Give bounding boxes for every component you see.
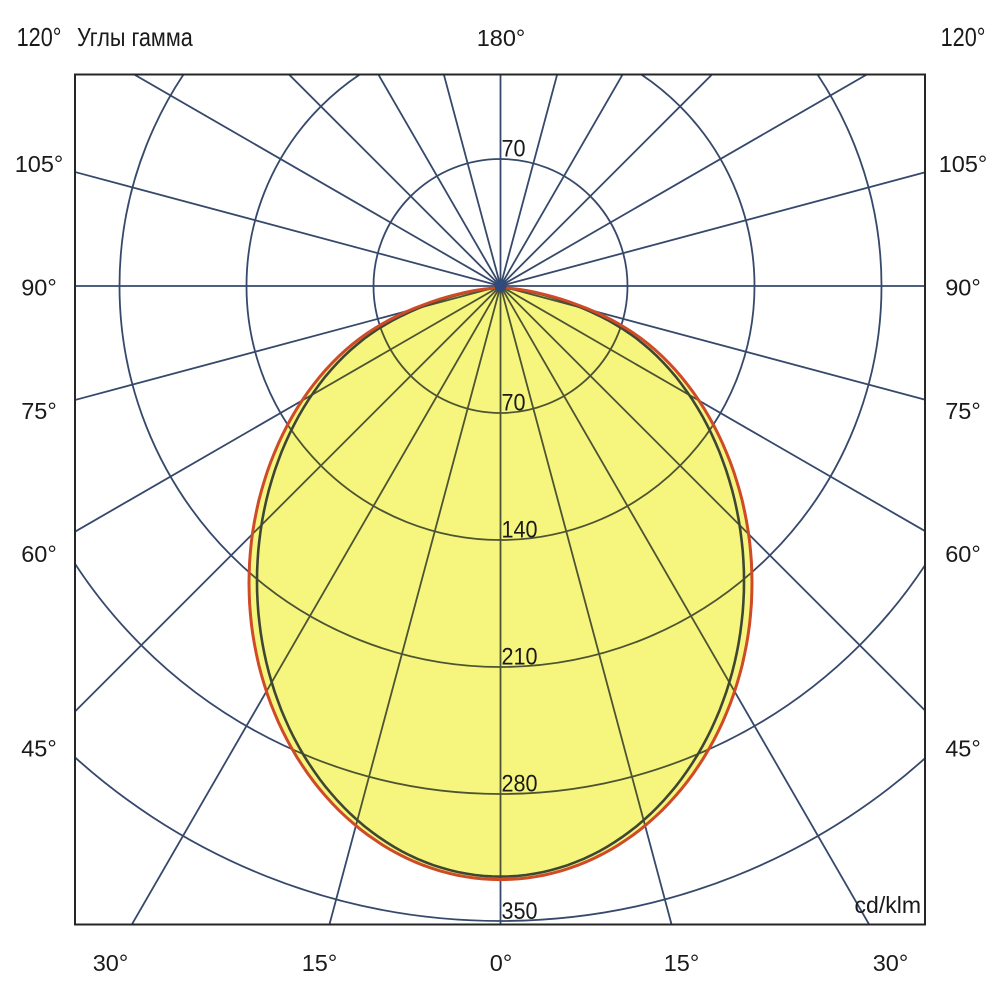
svg-text:60°: 60° xyxy=(21,541,57,567)
svg-text:0°: 0° xyxy=(490,950,512,976)
svg-text:180°: 180° xyxy=(477,25,526,51)
svg-text:210: 210 xyxy=(502,642,538,669)
svg-text:90°: 90° xyxy=(21,275,57,301)
svg-text:75°: 75° xyxy=(21,398,57,424)
svg-text:45°: 45° xyxy=(21,736,57,762)
svg-text:140: 140 xyxy=(502,515,538,542)
svg-text:120°: 120° xyxy=(941,24,986,52)
svg-text:350: 350 xyxy=(502,897,538,924)
svg-text:30°: 30° xyxy=(873,950,909,976)
svg-text:70: 70 xyxy=(502,388,526,415)
svg-text:60°: 60° xyxy=(945,541,981,567)
svg-text:70: 70 xyxy=(502,134,526,161)
svg-text:90°: 90° xyxy=(945,275,981,301)
svg-text:75°: 75° xyxy=(945,398,981,424)
svg-text:45°: 45° xyxy=(945,736,981,762)
svg-text:105°: 105° xyxy=(939,151,988,177)
svg-text:280: 280 xyxy=(502,769,538,796)
svg-text:120°: 120° xyxy=(17,24,62,52)
svg-text:15°: 15° xyxy=(664,950,700,976)
svg-text:30°: 30° xyxy=(93,950,129,976)
svg-text:15°: 15° xyxy=(302,950,338,976)
svg-text:cd/klm: cd/klm xyxy=(855,892,921,918)
svg-text:Углы гамма: Углы гамма xyxy=(77,24,194,52)
svg-text:105°: 105° xyxy=(15,151,64,177)
